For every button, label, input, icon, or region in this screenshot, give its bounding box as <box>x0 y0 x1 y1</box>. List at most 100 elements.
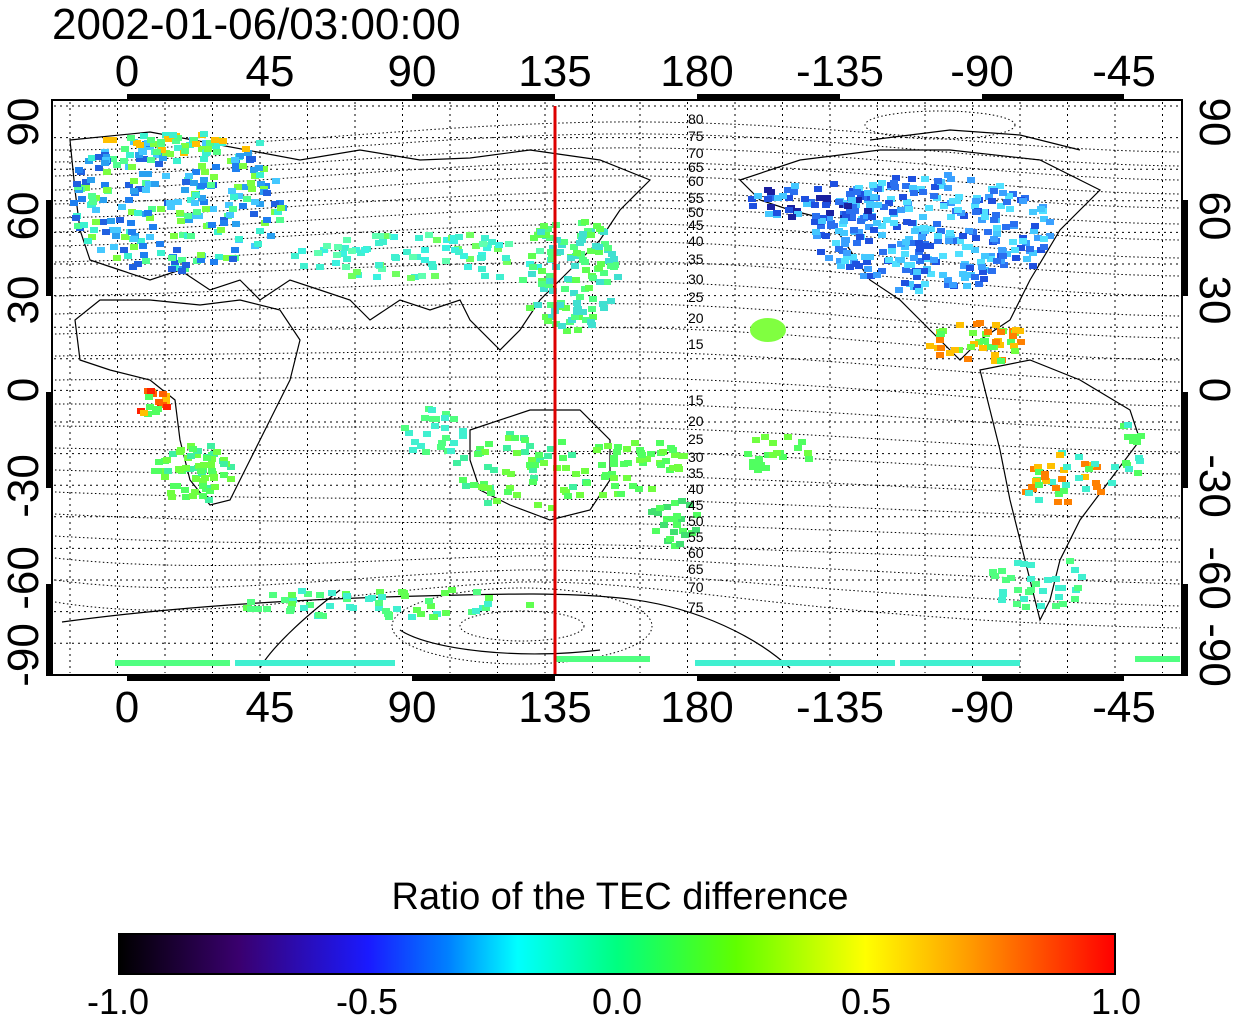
tec-cell <box>101 182 109 188</box>
tec-cell <box>681 532 689 538</box>
tec-cell <box>496 274 504 280</box>
tec-cell <box>276 200 284 206</box>
tec-cell <box>128 229 136 235</box>
tec-cell <box>433 237 441 243</box>
tec-cell <box>210 174 218 180</box>
tec-cell <box>902 267 910 273</box>
tec-cell <box>1081 461 1089 467</box>
tec-cell <box>421 247 429 253</box>
tec-cell <box>873 272 881 278</box>
tec-cell <box>92 207 100 213</box>
tec-cell <box>481 449 489 455</box>
tec-cell <box>201 475 209 481</box>
tec-cell <box>1007 339 1015 345</box>
tec-cell <box>846 209 854 215</box>
tec-cell <box>752 437 760 443</box>
tec-cell <box>790 189 798 195</box>
tec-cell <box>636 457 644 463</box>
tec-cell <box>176 467 184 473</box>
tec-cell <box>830 181 838 187</box>
tec-cell <box>849 204 857 210</box>
tec-cell <box>944 185 952 191</box>
tec-cell <box>153 149 161 155</box>
tec-cell <box>200 199 208 205</box>
tec-cell <box>168 255 176 261</box>
tec-cell <box>393 606 401 612</box>
tec-cell <box>998 597 1006 603</box>
tec-cell <box>234 184 242 190</box>
tec-cell <box>390 234 398 240</box>
tec-cell <box>631 440 639 446</box>
tec-cell <box>242 146 250 152</box>
tec-cell <box>573 250 581 256</box>
tec-cell <box>204 146 212 152</box>
tec-cell <box>899 194 907 200</box>
tec-cell <box>263 190 271 196</box>
tec-cell <box>965 228 973 234</box>
tec-cell <box>944 277 952 283</box>
tec-data-patches <box>70 131 1180 666</box>
tec-cell <box>199 483 207 489</box>
tec-cell <box>116 217 124 223</box>
tec-cell <box>99 219 107 225</box>
tec-cell <box>1059 601 1067 607</box>
tec-cell <box>203 455 211 461</box>
tec-cell <box>791 183 799 189</box>
tec-cell <box>418 273 426 279</box>
tec-cell <box>571 314 579 320</box>
tec-cell <box>503 445 511 451</box>
tec-cell <box>109 156 117 162</box>
tec-cell <box>984 329 992 335</box>
tec-cell <box>526 602 534 608</box>
tec-cell <box>561 286 569 292</box>
tec-cell <box>448 587 456 593</box>
contour-label-south: 75 <box>688 599 704 615</box>
tec-cell <box>157 206 165 212</box>
tec-cell <box>549 288 557 294</box>
tec-cell <box>320 247 328 253</box>
tec-cell <box>1028 484 1036 490</box>
tec-cell <box>194 448 202 454</box>
tec-cell <box>441 425 449 431</box>
tec-cell <box>88 234 96 240</box>
tec-cell <box>110 244 118 250</box>
tec-cell <box>559 455 567 461</box>
tec-cell <box>505 435 513 441</box>
tec-cell <box>478 484 486 490</box>
tec-cell <box>553 237 561 243</box>
tec-cell <box>1052 576 1060 582</box>
tec-cell <box>103 187 111 193</box>
tec-cell <box>200 177 208 183</box>
tec-cell <box>918 234 926 240</box>
tec-cell <box>547 302 555 308</box>
tec-cell <box>1027 562 1035 568</box>
tec-cell <box>597 261 605 267</box>
tec-cell <box>1029 209 1037 215</box>
tec-cell <box>460 455 468 461</box>
tec-cell <box>582 267 590 273</box>
tec-cell <box>158 147 166 153</box>
contour-label-south: 50 <box>688 513 704 529</box>
tec-cell <box>920 225 928 231</box>
tec-cell <box>134 261 142 267</box>
tec-cell <box>610 461 618 467</box>
tec-cell <box>181 187 189 193</box>
tec-cell <box>547 446 555 452</box>
tec-cell <box>811 219 819 225</box>
tec-cell <box>891 184 899 190</box>
contour-label-north: 60 <box>688 173 704 189</box>
tec-cell <box>176 210 184 216</box>
colorbar-tick: -0.5 <box>335 981 399 1022</box>
tec-cell <box>1011 348 1019 354</box>
tec-cell <box>836 258 844 264</box>
tec-cell <box>166 200 174 206</box>
tec-cell <box>229 256 237 262</box>
tec-cell <box>937 228 945 234</box>
tec-cell <box>157 250 165 256</box>
tec-cell <box>1071 596 1079 602</box>
tec-cell <box>485 441 493 447</box>
tec-cell <box>911 228 919 234</box>
tec-cell <box>868 214 876 220</box>
tec-cell <box>466 232 474 238</box>
tec-cell <box>840 230 848 236</box>
